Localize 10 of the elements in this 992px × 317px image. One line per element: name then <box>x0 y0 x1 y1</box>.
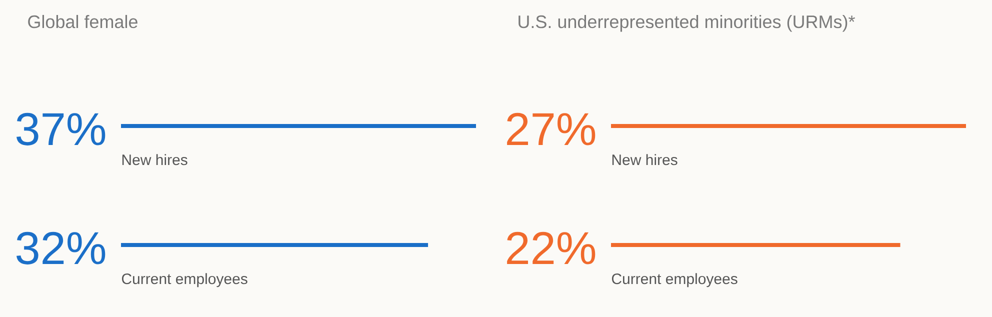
chart-title: U.S. underrepresented minorities (URMs)* <box>518 14 855 32</box>
data-label: 27% <box>507 112 596 146</box>
data-label: 22% <box>507 232 596 264</box>
y-tick-label: New hires <box>612 154 678 166</box>
y-tick-label: Current employees <box>612 273 738 288</box>
data-label: 37% <box>16 112 106 146</box>
y-tick-label: Current employees <box>122 273 248 288</box>
chart-title: Global female <box>28 14 138 28</box>
data-label: 32% <box>16 232 106 264</box>
y-tick-label: New hires <box>122 154 188 166</box>
